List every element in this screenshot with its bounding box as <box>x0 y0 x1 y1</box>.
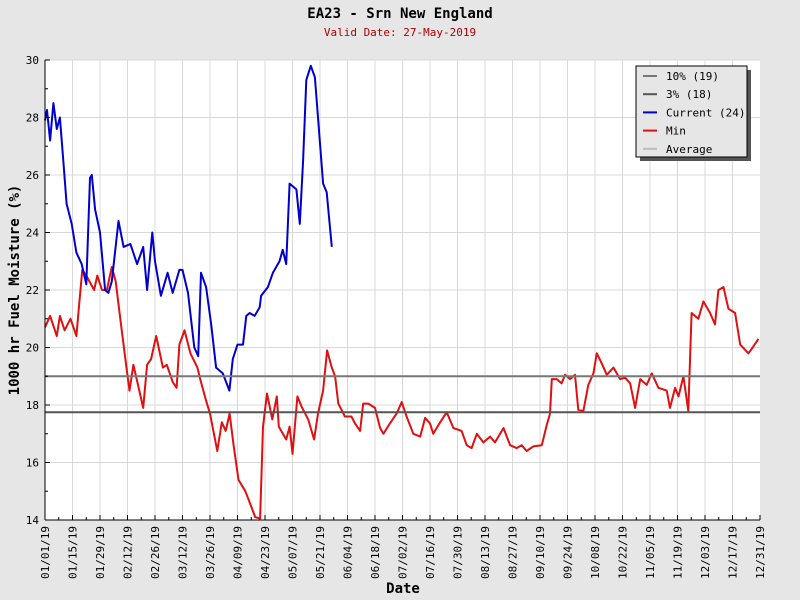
y-tick-label: 22 <box>26 284 39 297</box>
x-tick-label: 02/26/19 <box>149 526 162 579</box>
x-tick-label: 10/08/19 <box>589 526 602 579</box>
y-tick-label: 20 <box>26 342 39 355</box>
legend: 10% (19) 3% (18) Current (24) Min Average <box>635 65 751 161</box>
x-tick-label: 03/12/19 <box>177 526 190 579</box>
legend-label: Current (24) <box>666 106 745 119</box>
legend-label: Min <box>666 125 686 138</box>
y-tick-label: 24 <box>26 227 40 240</box>
x-tick-label: 10/22/19 <box>617 526 630 579</box>
chart-title: EA23 - Srn New England <box>307 6 493 22</box>
y-tick-label: 18 <box>26 399 39 412</box>
x-tick-label: 03/26/19 <box>204 526 217 579</box>
y-tick-label: 30 <box>26 54 39 67</box>
series-line-current <box>44 64 333 392</box>
x-tick-label: 04/23/19 <box>259 526 272 579</box>
y-tick-label: 14 <box>26 514 40 527</box>
x-tick-label: 01/01/19 <box>39 526 52 579</box>
x-tick-label: 09/10/19 <box>534 526 547 579</box>
chart-subtitle: Valid Date: 27-May-2019 <box>323 26 477 39</box>
x-tick-label: 04/09/19 <box>232 526 245 579</box>
legend-label: 10% (19) <box>666 70 719 83</box>
series-line-min <box>44 266 760 520</box>
y-axis-label: 1000 hr Fuel Moisture (%) <box>7 185 23 396</box>
series-group <box>44 64 760 520</box>
legend-label: Average <box>666 143 712 156</box>
x-tick-label: 05/07/19 <box>287 526 300 579</box>
x-tick-label: 01/15/19 <box>67 526 80 579</box>
x-tick-label: 12/31/19 <box>754 526 767 579</box>
x-tick-label: 12/17/19 <box>727 526 740 579</box>
x-tick-label: 06/18/19 <box>369 526 382 579</box>
x-tick-label: 02/12/19 <box>122 526 135 579</box>
ticks: 14 16 18 20 22 24 26 28 30 01/01/19 01/15/19 01/29/… <box>26 54 767 579</box>
x-tick-label: 08/27/19 <box>507 526 520 579</box>
y-tick-label: 28 <box>26 112 39 125</box>
x-tick-label: 09/24/19 <box>562 526 575 579</box>
x-tick-label: 07/16/19 <box>424 526 437 579</box>
x-tick-label: 07/30/19 <box>452 526 465 579</box>
legend-label: 3% (18) <box>666 88 712 101</box>
y-tick-label: 26 <box>26 169 39 182</box>
x-tick-label: 11/19/19 <box>672 526 685 579</box>
x-tick-label: 06/04/19 <box>342 526 355 579</box>
x-tick-label: 08/13/19 <box>479 526 492 579</box>
x-axis-label: Date <box>386 581 420 597</box>
x-tick-label: 01/29/19 <box>94 526 107 579</box>
x-tick-label: 11/05/19 <box>644 526 657 579</box>
x-tick-label: 05/21/19 <box>314 526 327 579</box>
x-tick-label: 07/02/19 <box>397 526 410 579</box>
x-tick-label: 12/03/19 <box>699 526 712 579</box>
y-tick-label: 16 <box>26 457 39 470</box>
